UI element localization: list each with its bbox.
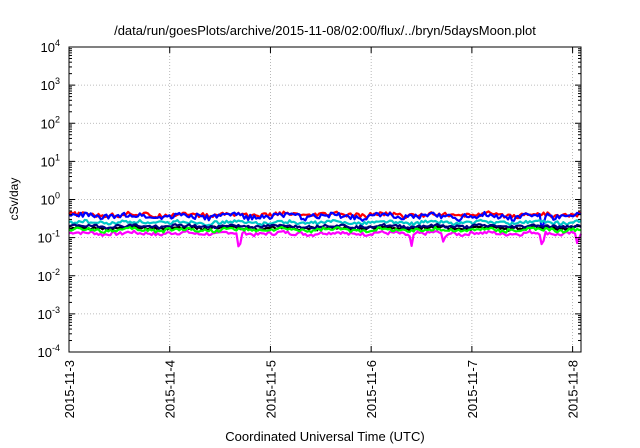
x-tick-label: 2015-11-3 — [62, 360, 77, 418]
x-tick-label: 2015-11-8 — [566, 360, 581, 418]
y-tick-label: 10-2 — [38, 267, 60, 284]
series-line — [68, 226, 581, 234]
y-tick-label: 104 — [41, 38, 60, 55]
x-tick-label: 2015-11-6 — [364, 360, 379, 418]
y-tick-label: 10-3 — [38, 305, 60, 322]
grid-lines — [69, 47, 581, 352]
y-tick-label: 10-1 — [38, 229, 60, 246]
x-tick-label: 2015-11-7 — [465, 360, 480, 418]
chart-title: /data/run/goesPlots/archive/2015-11-08/0… — [114, 23, 536, 38]
series-layer — [68, 210, 582, 248]
series-line — [68, 210, 582, 229]
y-tick-label: 102 — [41, 114, 60, 131]
y-tick-label: 100 — [41, 191, 60, 208]
x-tick-label: 2015-11-4 — [163, 360, 178, 418]
series-line — [68, 229, 582, 248]
y-tick-label: 10-4 — [38, 343, 60, 360]
series-line — [68, 218, 582, 227]
x-tick-label: 2015-11-5 — [263, 360, 278, 418]
y-axis-label: cSv/day — [7, 178, 21, 221]
y-tick-label: 101 — [41, 152, 60, 169]
y-tick-label: 103 — [41, 76, 60, 93]
axis-ticks: 10-4 10-3 10-2 10-1 100 101 102 103 104 2015-11-3… — [38, 38, 581, 418]
x-axis-label: Coordinated Universal Time (UTC) — [225, 429, 424, 444]
series-line — [68, 222, 582, 230]
